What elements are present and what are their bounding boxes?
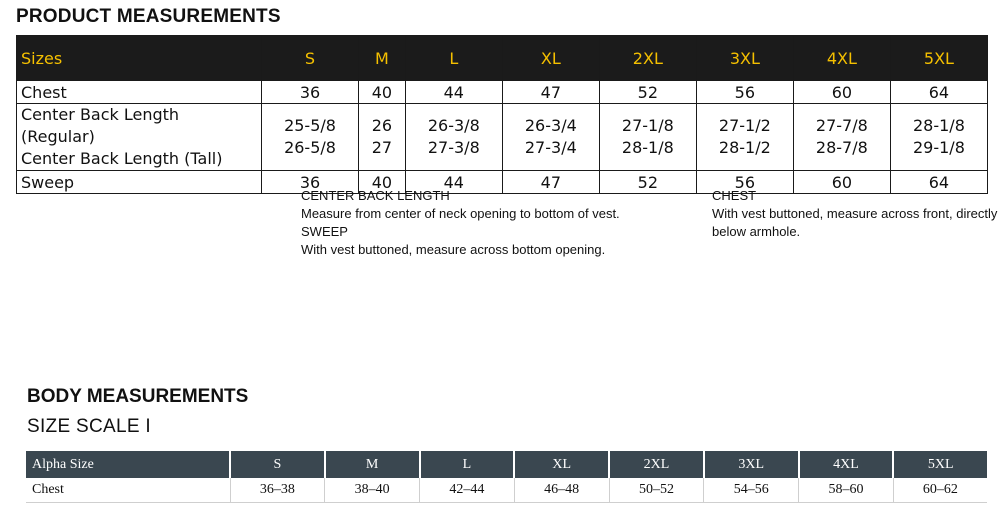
header-alpha-size: Alpha Size (26, 451, 231, 478)
header-size-s: S (230, 451, 326, 478)
cbl-regular-value: 26-3/4 (524, 116, 577, 135)
product-measurements-table: Sizes S M L XL 2XL 3XL 4XL 5XL Chest 36 … (16, 35, 989, 194)
cbl-note-title: CENTER BACK LENGTH (301, 188, 450, 203)
sweep-cell: 36 (260, 170, 360, 194)
cbl-regular-value: 27-1/8 (621, 116, 674, 135)
chest-note-text: With vest buttoned, measure across front… (712, 206, 998, 221)
header-size-5xl: 5XL (889, 35, 989, 81)
chest-cell: 52 (598, 80, 697, 104)
center-back-length-label: Center Back Length (Regular) Center Back… (16, 103, 262, 171)
sweep-note-text: With vest buttoned, measure across botto… (301, 242, 606, 257)
cbl-regular-label: Center Back Length (Regular) (21, 105, 180, 146)
sweep-cell: 60 (792, 170, 891, 194)
cbl-tall-value: 28-1/8 (621, 138, 674, 157)
cbl-tall-value: 27-3/8 (427, 138, 480, 157)
cbl-cell: 27-1/2 28-1/2 (695, 103, 794, 171)
chest-cell: 44 (404, 80, 503, 104)
header-size-2xl: 2XL (598, 35, 697, 81)
body-chest-cell: 54–56 (703, 478, 800, 503)
header-size-l: L (419, 451, 516, 478)
chest-cell: 36 (260, 80, 360, 104)
size-scale-subtitle: SIZE SCALE I (27, 416, 151, 437)
cbl-tall-value: 26-5/8 (284, 138, 336, 157)
cbl-tall-value: 27-3/4 (524, 138, 577, 157)
cbl-regular-value: 25-5/8 (284, 116, 336, 135)
sweep-label: Sweep (16, 170, 262, 194)
chest-label: Chest (16, 80, 262, 104)
header-size-4xl: 4XL (798, 451, 895, 478)
header-size-5xl: 5XL (893, 451, 987, 478)
header-size-3xl: 3XL (695, 35, 794, 81)
chest-cell: 60 (792, 80, 891, 104)
product-measurements-title: PRODUCT MEASUREMENTS (16, 6, 281, 27)
body-chest-cell: 50–52 (609, 478, 705, 503)
chest-cell: 64 (889, 80, 989, 104)
cbl-cell: 27-1/8 28-1/8 (598, 103, 697, 171)
sweep-cell: 64 (889, 170, 989, 194)
cbl-cell: 26 27 (358, 103, 406, 171)
cbl-regular-value: 27-7/8 (815, 116, 868, 135)
chest-cell: 40 (358, 80, 406, 104)
body-chest-label: Chest (26, 478, 231, 503)
chest-cell: 56 (695, 80, 794, 104)
sweep-cell: 56 (695, 170, 794, 194)
cbl-regular-value: 28-1/8 (912, 116, 965, 135)
cbl-tall-value: 29-1/8 (912, 138, 965, 157)
body-chest-cell: 58–60 (798, 478, 894, 503)
cbl-regular-value: 27-1/2 (718, 116, 771, 135)
chest-row: Chest 36 40 44 47 52 56 60 64 (16, 80, 989, 104)
body-chest-cell: 60–62 (893, 478, 987, 503)
header-size-s: S (260, 35, 360, 81)
product-header-row: Sizes S M L XL 2XL 3XL 4XL 5XL (16, 35, 989, 81)
header-size-2xl: 2XL (609, 451, 705, 478)
body-chest-row: Chest 36–38 38–40 42–44 46–48 50–52 54–5… (26, 478, 987, 503)
header-size-l: L (404, 35, 503, 81)
cbl-note-text: Measure from center of neck opening to b… (301, 206, 620, 221)
cbl-cell: 26-3/4 27-3/4 (501, 103, 600, 171)
body-chest-cell: 36–38 (230, 478, 326, 503)
header-size-m: M (324, 451, 421, 478)
header-size-xl: XL (514, 451, 611, 478)
chest-cell: 47 (501, 80, 600, 104)
body-chest-cell: 46–48 (514, 478, 610, 503)
cbl-tall-label: Center Back Length (Tall) (21, 149, 223, 168)
chest-note-title: CHEST (712, 188, 757, 203)
cbl-regular-value: 26 (371, 116, 393, 135)
body-measurements-title: BODY MEASUREMENTS (27, 386, 249, 407)
body-measurements-table: Alpha Size S M L XL 2XL 3XL 4XL 5XL Ches… (26, 451, 987, 503)
cbl-tall-value: 28-1/2 (718, 138, 771, 157)
center-back-length-row: Center Back Length (Regular) Center Back… (16, 103, 989, 171)
header-size-xl: XL (501, 35, 600, 81)
chest-note-text-cont: below armhole. (712, 224, 801, 239)
cbl-tall-value: 28-7/8 (815, 138, 868, 157)
body-chest-cell: 38–40 (324, 478, 421, 503)
sweep-cell: 44 (404, 170, 503, 194)
header-size-m: M (358, 35, 406, 81)
cbl-cell: 28-1/8 29-1/8 (889, 103, 989, 171)
sweep-row: Sweep 36 40 44 47 52 56 60 64 (16, 170, 989, 194)
sweep-note-title: SWEEP (301, 224, 348, 239)
measurement-notes-left: CENTER BACK LENGTH Measure from center o… (301, 187, 661, 259)
header-sizes: Sizes (16, 35, 262, 81)
cbl-regular-value: 26-3/8 (427, 116, 480, 135)
cbl-cell: 25-5/8 26-5/8 (260, 103, 360, 171)
cbl-cell: 27-7/8 28-7/8 (792, 103, 891, 171)
cbl-cell: 26-3/8 27-3/8 (404, 103, 503, 171)
body-chest-cell: 42–44 (419, 478, 515, 503)
header-size-4xl: 4XL (792, 35, 891, 81)
header-size-3xl: 3XL (703, 451, 800, 478)
cbl-tall-value: 27 (371, 138, 393, 157)
body-header-row: Alpha Size S M L XL 2XL 3XL 4XL 5XL (26, 451, 987, 478)
measurement-notes-right: CHEST With vest buttoned, measure across… (712, 187, 1002, 241)
